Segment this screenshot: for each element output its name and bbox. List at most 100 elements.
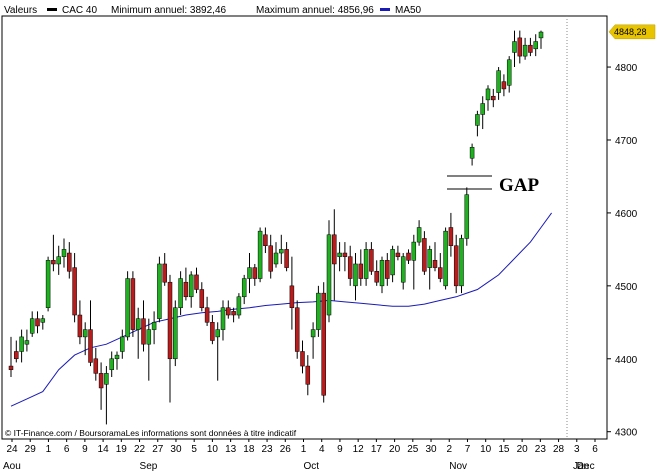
candle-up [459,238,464,287]
candle-up [390,249,395,276]
candle-up [247,267,252,279]
candle-down [385,260,390,279]
candle-down [72,267,77,316]
candle-down [98,373,104,389]
candle-up [56,256,61,265]
candle-up [379,260,385,287]
candle-up [363,249,369,279]
legend-prefix: Valeurs [4,5,37,16]
candle-down [210,322,215,341]
candle-up [427,249,432,268]
candle-down [67,252,72,272]
candle-down [453,245,459,287]
last-value-label: 4848,28 [614,27,647,37]
month-label: Nov [449,461,467,472]
candle-up [24,340,30,345]
candle-down [491,95,496,101]
x-tick-label: 12 [353,444,365,455]
candle-down [194,274,199,290]
y-tick-label: 4700 [615,136,638,147]
x-tick-label: 10 [207,444,219,455]
candle-up [157,263,162,319]
x-tick-label: 17 [371,444,383,455]
x-tick-label: 4 [319,444,325,455]
x-tick-label: 9 [337,444,343,455]
legend-swatch-cac40 [47,8,57,11]
candle-up [236,296,242,316]
candle-up [45,260,51,308]
y-tick-label: 4400 [615,355,638,366]
candle-up [326,234,332,316]
x-tick-label: 23 [262,444,274,455]
footer-credits: © IT-Finance.com / BoursoramaLes informa… [5,428,297,438]
x-tick-label: 30 [425,444,437,455]
candle-down [226,307,231,316]
candle-down [93,358,99,374]
candle-down [342,252,348,257]
x-tick-label: 27 [152,444,164,455]
candle-up [114,354,120,360]
x-tick-label: 1 [301,444,307,455]
candle-up [188,274,194,298]
candle-down [528,44,533,53]
last-value-tag-shape [608,24,656,40]
candle-up [273,252,279,265]
x-axis: 24 29 1 6 9 14 19 22 27 30 5 10 13 18 23 26 1 4 9 12 17 20 25 3… [6,439,598,455]
x-tick-label: 6 [64,444,70,455]
candle-up [125,278,130,338]
x-tick-label: 3 [574,444,580,455]
candle-up [337,252,342,257]
candle-up [215,329,220,338]
y-tick-label: 4300 [615,428,638,439]
candle-down [130,278,136,330]
candle-down [263,234,268,246]
candle-down [35,318,40,327]
candle-down [406,252,411,261]
x-tick-label: 24 [6,444,18,455]
candle-down [167,281,173,360]
candle-up [241,278,247,298]
candle-up [257,230,263,279]
x-tick-label: 30 [170,444,182,455]
x-tick-label: 23 [535,444,547,455]
plot-area [1,15,608,440]
candle-down [204,307,210,323]
legend-max-label: Maximum annuel: 4856,96 [256,5,374,16]
candle-up [310,329,316,338]
candle-down [517,37,523,57]
candle-down [51,260,56,265]
candle-up [416,227,422,243]
candle-up [40,318,46,323]
candle-down [300,351,305,367]
candle-down [448,227,454,246]
candle-down [294,307,300,352]
candle-up [512,41,517,53]
y-tick-label: 4500 [615,282,638,293]
candle-up [135,318,141,330]
candle-up [443,230,448,287]
candle-up [151,322,157,330]
candle-down [332,234,337,265]
candle-down [501,81,507,90]
x-tick-label: 26 [280,444,292,455]
candle-up [61,249,67,257]
candle-up [173,307,178,360]
candle-down [77,314,83,338]
legend-min-label: Minimum annuel: 3892,46 [111,5,227,16]
candle-down [231,311,236,316]
candle-up [538,31,544,39]
candle-up [353,263,358,287]
candle-down [268,245,273,272]
legend-ma-name: MA50 [395,5,422,16]
x-tick-label: 7 [465,444,471,455]
candle-down [14,351,19,360]
candle-up [109,358,114,370]
x-tick-label: 25 [407,444,419,455]
candle-up [178,278,183,308]
candle-up [506,59,512,86]
legend-series-name: CAC 40 [62,5,97,16]
month-label: Dec [577,461,595,472]
candle-down [284,249,289,268]
